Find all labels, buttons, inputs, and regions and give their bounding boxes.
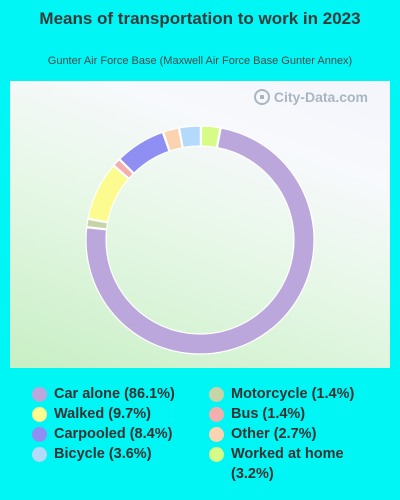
legend-item-worked-at-home: Worked at home (3.2%): [207, 444, 361, 484]
legend-item-carpooled: Carpooled (8.4%): [30, 424, 175, 444]
donut-slice-other: [162, 127, 183, 152]
legend-swatch: [209, 447, 224, 462]
legend-item-walked: Walked (9.7%): [30, 404, 175, 424]
legend-label: Car alone (86.1%): [54, 386, 175, 402]
donut-slice-carpooled: [119, 131, 170, 174]
watermark-text: City-Data.com: [273, 89, 368, 105]
chart-subtitle: Gunter Air Force Base (Maxwell Air Force…: [47, 55, 353, 67]
legend-label: Bicycle (3.6%): [54, 446, 152, 462]
legend-item-bicycle: Bicycle (3.6%): [30, 444, 175, 464]
legend-swatch: [209, 427, 224, 442]
legend-swatch: [209, 407, 224, 422]
chart-title: Means of transportation to work in 2023: [39, 9, 361, 28]
city-data-logo-icon: [253, 89, 270, 105]
legend-label: Other (2.7%): [231, 426, 317, 442]
legend-label: Bus (1.4%): [231, 406, 306, 422]
legend-column-left: Car alone (86.1%) Walked (9.7%) Carpoole…: [30, 384, 175, 464]
legend-label: Walked (9.7%): [54, 406, 151, 422]
legend-swatch: [32, 407, 47, 422]
legend-label: Carpooled (8.4%): [54, 426, 173, 442]
legend-label: Worked at home (3.2%): [231, 446, 344, 482]
legend-label: Motorcycle (1.4%): [231, 386, 355, 402]
legend-item-other: Other (2.7%): [207, 424, 361, 444]
donut-slice-walked: [87, 165, 130, 223]
legend-item-car-alone: Car alone (86.1%): [30, 384, 175, 404]
legend-swatch: [32, 447, 47, 462]
donut-slice-motorcycle: [86, 218, 109, 230]
donut-slice-car-alone: [85, 127, 315, 355]
legend-column-right: Motorcycle (1.4%) Bus (1.4%) Other (2.7%…: [207, 384, 361, 484]
legend-swatch: [209, 387, 224, 402]
legend-item-motorcycle: Motorcycle (1.4%): [207, 384, 361, 404]
donut-slice-worked-at-home: [200, 125, 221, 149]
donut-slice-bus: [113, 158, 135, 180]
watermark: City-Data.com: [253, 89, 368, 105]
legend-item-bus: Bus (1.4%): [207, 404, 361, 424]
plot-area: City-Data.com: [10, 81, 390, 368]
donut-chart: [85, 125, 315, 355]
donut-slice-bicycle: [178, 125, 202, 149]
legend-swatch: [32, 427, 47, 442]
legend-swatch: [32, 387, 47, 402]
